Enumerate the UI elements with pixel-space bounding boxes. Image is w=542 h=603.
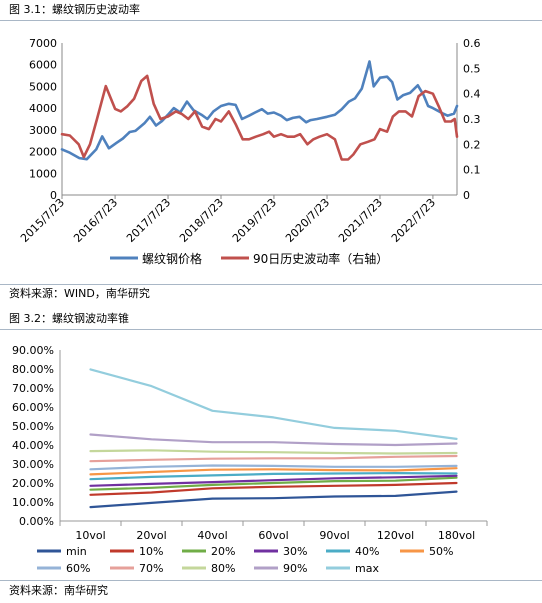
x-tick-label: 90vol <box>319 529 349 542</box>
volatility-series-line <box>60 74 459 161</box>
figure2-source: 资料来源：南华研究 <box>9 584 108 597</box>
y-tick-label: 60.00% <box>12 401 54 414</box>
y-right-tick-label: 0 <box>463 189 470 202</box>
legend-label: 10% <box>139 545 163 558</box>
x-tick-label: 60vol <box>258 529 288 542</box>
legend-label: 80% <box>211 562 235 575</box>
cone-line-30pct <box>89 474 458 487</box>
y-right-tick-label: 0.6 <box>463 37 481 50</box>
y-right-tick-label: 0.2 <box>463 138 481 151</box>
x-tick-label: 2016/7/23 <box>71 196 120 245</box>
y-tick-label: 90.00% <box>12 344 54 357</box>
x-tick-label: 120vol <box>377 529 414 542</box>
y-left-tick-label: 1000 <box>29 167 57 180</box>
volatility-cone-chart: 0.00% 10.00% 20.00% 30.00% 40.00% 50.00% 60.00… <box>12 344 488 575</box>
cone-line-90pct <box>89 433 458 447</box>
legend-label: 90日历史波动率（右轴） <box>253 251 388 266</box>
x-tick-label: 2017/7/23 <box>124 196 173 245</box>
figure1-caption: 图 3.1：螺纹钢历史波动率 <box>9 3 140 16</box>
cone-line-60pct <box>89 464 458 471</box>
legend-label: 50% <box>429 545 453 558</box>
x-tick-label: 2019/7/23 <box>230 196 279 245</box>
y-right-tick-label: 0.1 <box>463 164 481 177</box>
x-tick-label: 2022/7/23 <box>389 196 438 245</box>
legend-label: min <box>66 545 87 558</box>
x-tick-label: 20vol <box>136 529 166 542</box>
x-tick-label: 2021/7/23 <box>336 196 385 245</box>
legend-label: max <box>355 562 379 575</box>
figure2-bottom-rule <box>0 580 542 581</box>
x-tick-label: 2018/7/23 <box>177 196 226 245</box>
legend-label: 60% <box>66 562 90 575</box>
cone-line-80pct <box>89 449 458 455</box>
cone-line-max <box>89 368 458 441</box>
figure1-bottom-rule <box>0 284 542 285</box>
y-left-tick-label: 0 <box>50 189 57 202</box>
figure1-top-rule <box>0 20 542 21</box>
y-right-tick-label: 0.4 <box>463 88 481 101</box>
y-left-tick-label: 6000 <box>29 59 57 72</box>
y-tick-label: 10.00% <box>12 496 54 509</box>
legend-label: 20% <box>211 545 235 558</box>
cone-line-20pct <box>89 476 458 491</box>
y-left-tick-label: 3000 <box>29 124 57 137</box>
y-tick-label: 40.00% <box>12 439 54 452</box>
legend-label: 90% <box>283 562 307 575</box>
y-tick-label: 0.00% <box>19 515 54 528</box>
y-left-tick-label: 7000 <box>29 37 57 50</box>
y-tick-label: 20.00% <box>12 477 54 490</box>
legend-label: 30% <box>283 545 307 558</box>
x-tick-label: 2020/7/23 <box>283 196 332 245</box>
legend-label: 70% <box>139 562 163 575</box>
y-right-tick-label: 0.3 <box>463 113 481 126</box>
figure1-source: 资料来源：WIND，南华研究 <box>9 287 150 300</box>
cone-line-50pct <box>89 467 458 476</box>
y-left-tick-label: 5000 <box>29 80 57 93</box>
price-series-line <box>60 60 459 161</box>
x-tick-label: 2015/7/23 <box>18 196 67 245</box>
legend-label: 40% <box>355 545 379 558</box>
figure2-caption: 图 3.2：螺纹钢波动率锥 <box>9 312 129 325</box>
y-tick-label: 50.00% <box>12 420 54 433</box>
x-tick-label: 180vol <box>438 529 475 542</box>
y-tick-label: 70.00% <box>12 382 54 395</box>
cone-line-40pct <box>89 472 458 481</box>
price-volatility-chart: 0 1000 2000 3000 4000 5000 6000 7000 0 0.1 0.2 0.3 0… <box>18 37 481 266</box>
y-tick-label: 80.00% <box>12 363 54 376</box>
x-tick-label: 10vol <box>75 529 105 542</box>
y-left-tick-label: 4000 <box>29 102 57 115</box>
cone-line-70pct <box>89 454 458 463</box>
legend-label: 螺纹钢价格 <box>142 251 202 266</box>
x-tick-label: 40vol <box>197 529 227 542</box>
y-tick-label: 30.00% <box>12 458 54 471</box>
cone-line-10pct <box>89 481 458 496</box>
figure2-top-rule <box>0 329 542 330</box>
y-right-tick-label: 0.5 <box>463 62 481 75</box>
cone-line-min <box>89 490 458 509</box>
y-left-tick-label: 2000 <box>29 146 57 159</box>
